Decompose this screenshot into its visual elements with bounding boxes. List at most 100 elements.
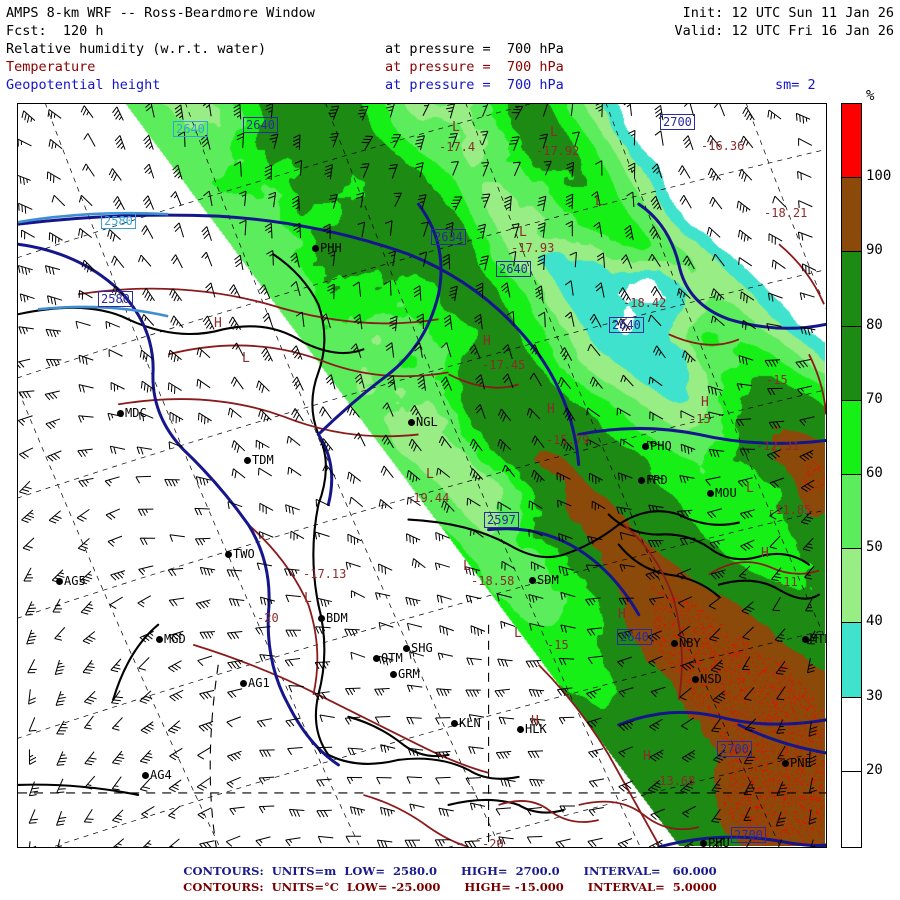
station-marker[interactable]: PHH <box>312 241 342 255</box>
wind-barb <box>344 716 361 725</box>
station-marker[interactable]: AG4 <box>142 768 172 782</box>
colorbar-segment <box>842 104 861 179</box>
low-center-marker: L <box>595 194 603 209</box>
station-marker[interactable]: KLN <box>451 716 481 730</box>
station-marker[interactable]: SHG <box>403 641 433 655</box>
low-center-marker: L <box>426 467 434 482</box>
wind-barb <box>497 658 513 667</box>
wind-barb <box>267 191 277 208</box>
station-marker[interactable]: MDC <box>117 406 147 420</box>
wind-barb <box>653 345 666 359</box>
wind-barb <box>565 220 573 237</box>
station-marker[interactable]: MOU <box>707 486 737 500</box>
wind-barb <box>84 751 97 766</box>
wind-barb <box>736 200 751 213</box>
wind-barb <box>564 311 575 327</box>
wind-barb <box>290 530 305 541</box>
wind-barb <box>385 342 395 358</box>
station-label: BDM <box>326 611 348 625</box>
station-dot <box>700 840 707 847</box>
wind-barb <box>197 655 213 667</box>
station-dot <box>408 419 415 426</box>
wind-barb <box>28 749 37 765</box>
station-dot <box>707 490 714 497</box>
station-marker[interactable]: BDM <box>318 611 348 625</box>
wind-barb <box>618 687 634 698</box>
wind-barb <box>596 252 606 268</box>
wind-barb <box>265 104 274 119</box>
wind-barb <box>259 654 275 662</box>
station-marker[interactable]: MGD <box>156 632 186 646</box>
wind-barb <box>800 326 816 336</box>
wind-barb <box>562 407 576 422</box>
station-marker[interactable]: AG1 <box>240 676 270 690</box>
wind-barb <box>227 659 243 669</box>
station-marker[interactable]: NBY <box>671 636 701 650</box>
wind-barb <box>45 328 61 338</box>
wind-barb <box>683 104 695 117</box>
wind-barb <box>618 720 634 732</box>
station-marker[interactable]: TDM <box>244 453 274 467</box>
wind-barb <box>286 435 301 446</box>
wind-barb <box>565 193 574 210</box>
wind-barb <box>648 504 664 513</box>
station-marker[interactable]: NSD <box>692 672 722 686</box>
wind-barb <box>509 136 520 151</box>
map-panel[interactable]: PHH MDC TDM TWO AG5 MGD AG1 AG4 BDM OTM GRM SHG NGL S… <box>17 103 827 848</box>
station-marker[interactable]: MTK <box>802 632 826 646</box>
wind-barb <box>168 441 184 450</box>
wind-barb <box>314 691 330 700</box>
high-center-marker: H <box>701 395 709 410</box>
wind-barb <box>648 314 662 327</box>
station-marker[interactable]: SDM <box>529 573 559 587</box>
station-label: PHU <box>708 836 730 848</box>
wind-barb <box>502 373 514 388</box>
wind-barb <box>46 171 61 183</box>
wind-barb <box>709 196 723 210</box>
wind-barb <box>735 418 752 427</box>
temperature-label: -11 <box>776 575 798 589</box>
wind-barb <box>325 374 336 390</box>
station-marker[interactable]: FRD <box>638 473 668 487</box>
colorbar-tick: 100 <box>866 168 892 185</box>
wind-barb <box>23 567 34 582</box>
station-marker[interactable]: NGL <box>408 415 438 429</box>
wind-barb <box>422 104 431 116</box>
wind-barb <box>226 569 243 578</box>
wind-barb <box>436 467 451 478</box>
wind-barb <box>199 566 216 576</box>
wind-barb <box>775 660 788 675</box>
station-marker[interactable]: AG5 <box>56 574 86 588</box>
wind-barb <box>227 407 242 418</box>
wind-barb <box>21 509 35 524</box>
wind-barb <box>434 562 450 571</box>
station-marker[interactable]: PHU <box>700 836 730 848</box>
station-marker[interactable]: PHQ <box>642 439 672 453</box>
wind-barb <box>378 621 394 630</box>
station-label: FRD <box>646 473 668 487</box>
wind-barb <box>391 134 402 149</box>
station-dot <box>312 245 319 252</box>
wind-barb <box>386 104 395 118</box>
wind-barb <box>589 313 602 328</box>
wind-barb <box>649 718 663 731</box>
wind-barb <box>77 448 93 458</box>
colorbar-tick: 50 <box>866 539 883 556</box>
wind-barb <box>329 193 338 210</box>
station-label: AG4 <box>150 768 172 782</box>
wind-barb <box>586 717 602 728</box>
wind-barb <box>258 531 274 539</box>
height-contour-label: 2640 <box>609 317 644 333</box>
station-marker[interactable]: GRM <box>390 667 420 681</box>
wind-barb <box>76 508 90 522</box>
wind-barb <box>20 229 35 240</box>
station-marker[interactable]: OTM <box>373 651 403 665</box>
wind-barb <box>799 416 815 427</box>
wind-barb <box>617 630 633 640</box>
wind-barb <box>415 162 424 178</box>
wind-barb <box>78 415 94 423</box>
wind-barb <box>442 253 451 270</box>
station-marker[interactable]: TWO <box>225 547 255 561</box>
wind-barb <box>475 374 485 390</box>
station-marker[interactable]: PNE <box>782 756 812 770</box>
